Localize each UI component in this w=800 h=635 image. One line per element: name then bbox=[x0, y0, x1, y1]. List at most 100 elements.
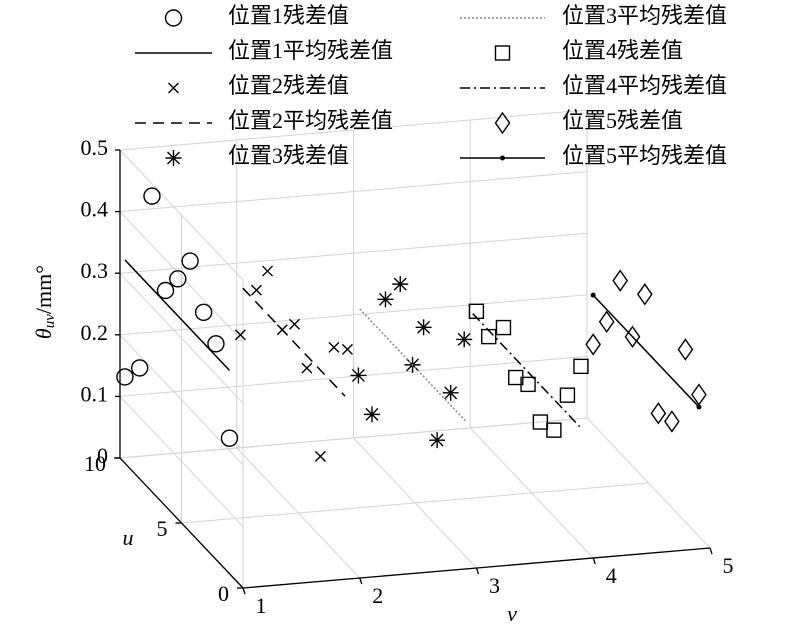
marker-shape bbox=[328, 341, 340, 353]
data-point bbox=[495, 319, 512, 336]
data-point bbox=[301, 362, 313, 374]
data-point bbox=[314, 450, 326, 462]
marker-shape bbox=[456, 331, 473, 348]
data-point bbox=[468, 303, 485, 319]
legend-marker bbox=[164, 9, 183, 27]
data-point bbox=[677, 338, 694, 361]
z-tick-label: 0.4 bbox=[81, 197, 109, 222]
z-tick-label: 0.5 bbox=[81, 135, 109, 160]
legend-dot bbox=[500, 155, 505, 161]
data-point bbox=[546, 422, 562, 438]
data-point bbox=[456, 331, 473, 348]
marker-shape bbox=[677, 338, 694, 361]
marker-shape bbox=[169, 270, 187, 288]
marker-shape bbox=[494, 45, 511, 61]
grid-line bbox=[119, 211, 244, 342]
marker-shape bbox=[481, 328, 497, 345]
z-tick-label: 0 bbox=[97, 443, 108, 468]
marker-shape bbox=[220, 429, 239, 447]
grid-line bbox=[119, 149, 244, 281]
data-point bbox=[624, 325, 641, 348]
data-point bbox=[143, 187, 161, 205]
grid-line bbox=[119, 355, 588, 397]
y-axis-label: u bbox=[123, 525, 134, 550]
legend-marker bbox=[494, 111, 511, 135]
marker-shape bbox=[392, 276, 409, 293]
z-label-subscript: uv bbox=[42, 314, 58, 329]
data-point bbox=[181, 252, 199, 270]
marker-shape bbox=[546, 422, 562, 438]
x-tick bbox=[592, 557, 596, 565]
line-dot bbox=[696, 404, 702, 410]
data-point bbox=[377, 291, 394, 308]
x-tick bbox=[242, 587, 246, 595]
grid-line bbox=[119, 417, 588, 459]
mean-line bbox=[359, 308, 466, 422]
marker-shape bbox=[624, 325, 641, 348]
y-tick-label: 5 bbox=[157, 516, 168, 541]
marker-shape bbox=[165, 150, 182, 166]
data-point bbox=[664, 410, 680, 433]
legend-label: 位置1残差值 bbox=[228, 3, 349, 28]
marker-shape bbox=[377, 291, 394, 308]
legend-label: 位置4残差值 bbox=[562, 38, 683, 63]
marker-shape bbox=[573, 358, 589, 375]
legend-label: 位置4平均残差值 bbox=[562, 73, 727, 98]
data-point bbox=[559, 387, 576, 403]
data-point bbox=[520, 376, 536, 393]
data-point bbox=[289, 318, 301, 330]
marker-shape bbox=[341, 343, 353, 355]
marker-shape bbox=[559, 387, 576, 403]
data-point bbox=[169, 270, 187, 288]
marker-shape bbox=[442, 384, 459, 401]
marker-shape bbox=[664, 410, 680, 433]
grid-line bbox=[119, 171, 588, 213]
marker-shape bbox=[350, 367, 367, 384]
data-point bbox=[341, 343, 353, 355]
mean-line bbox=[472, 313, 581, 428]
mean-line bbox=[592, 294, 700, 408]
marker-shape bbox=[636, 283, 653, 306]
data-point bbox=[220, 429, 239, 447]
legend-label: 位置3残差值 bbox=[228, 143, 349, 168]
grid-line bbox=[119, 294, 588, 336]
marker-shape bbox=[143, 187, 161, 205]
mean-line bbox=[124, 259, 231, 371]
marker-shape bbox=[289, 318, 301, 330]
marker-shape bbox=[415, 319, 432, 336]
z-tick-label: 0.2 bbox=[81, 320, 109, 345]
grid-line bbox=[119, 232, 588, 274]
x-tick-label: 1 bbox=[256, 593, 267, 618]
data-point bbox=[532, 414, 549, 430]
x-tick-label: 2 bbox=[372, 583, 383, 608]
marker-shape bbox=[532, 414, 549, 430]
legend-label: 位置3平均残差值 bbox=[562, 3, 727, 28]
data-point bbox=[234, 329, 246, 341]
marker-shape bbox=[181, 252, 199, 270]
data-point bbox=[328, 341, 340, 353]
y-tick-label: 10 bbox=[84, 451, 106, 476]
marker-shape bbox=[156, 281, 175, 300]
marker-shape bbox=[520, 376, 536, 393]
legend-label: 位置2残差值 bbox=[228, 73, 349, 98]
grid-line bbox=[119, 109, 588, 151]
data-point bbox=[442, 384, 459, 401]
marker-shape bbox=[363, 406, 380, 423]
grid-line bbox=[119, 396, 244, 527]
line-dot bbox=[590, 292, 596, 298]
marker-shape bbox=[262, 265, 273, 277]
data-point bbox=[573, 358, 589, 375]
data-point bbox=[481, 328, 497, 345]
x-tick-label: 4 bbox=[606, 563, 617, 588]
legend-label: 位置5残差值 bbox=[562, 108, 683, 133]
data-point bbox=[392, 276, 409, 293]
grid-line bbox=[181, 482, 649, 524]
data-point bbox=[585, 333, 602, 356]
data-point bbox=[598, 310, 615, 333]
data-point bbox=[207, 335, 225, 353]
data-point bbox=[350, 367, 367, 384]
data-point bbox=[636, 283, 653, 306]
x-tick bbox=[359, 577, 363, 585]
marker-shape bbox=[598, 310, 615, 333]
